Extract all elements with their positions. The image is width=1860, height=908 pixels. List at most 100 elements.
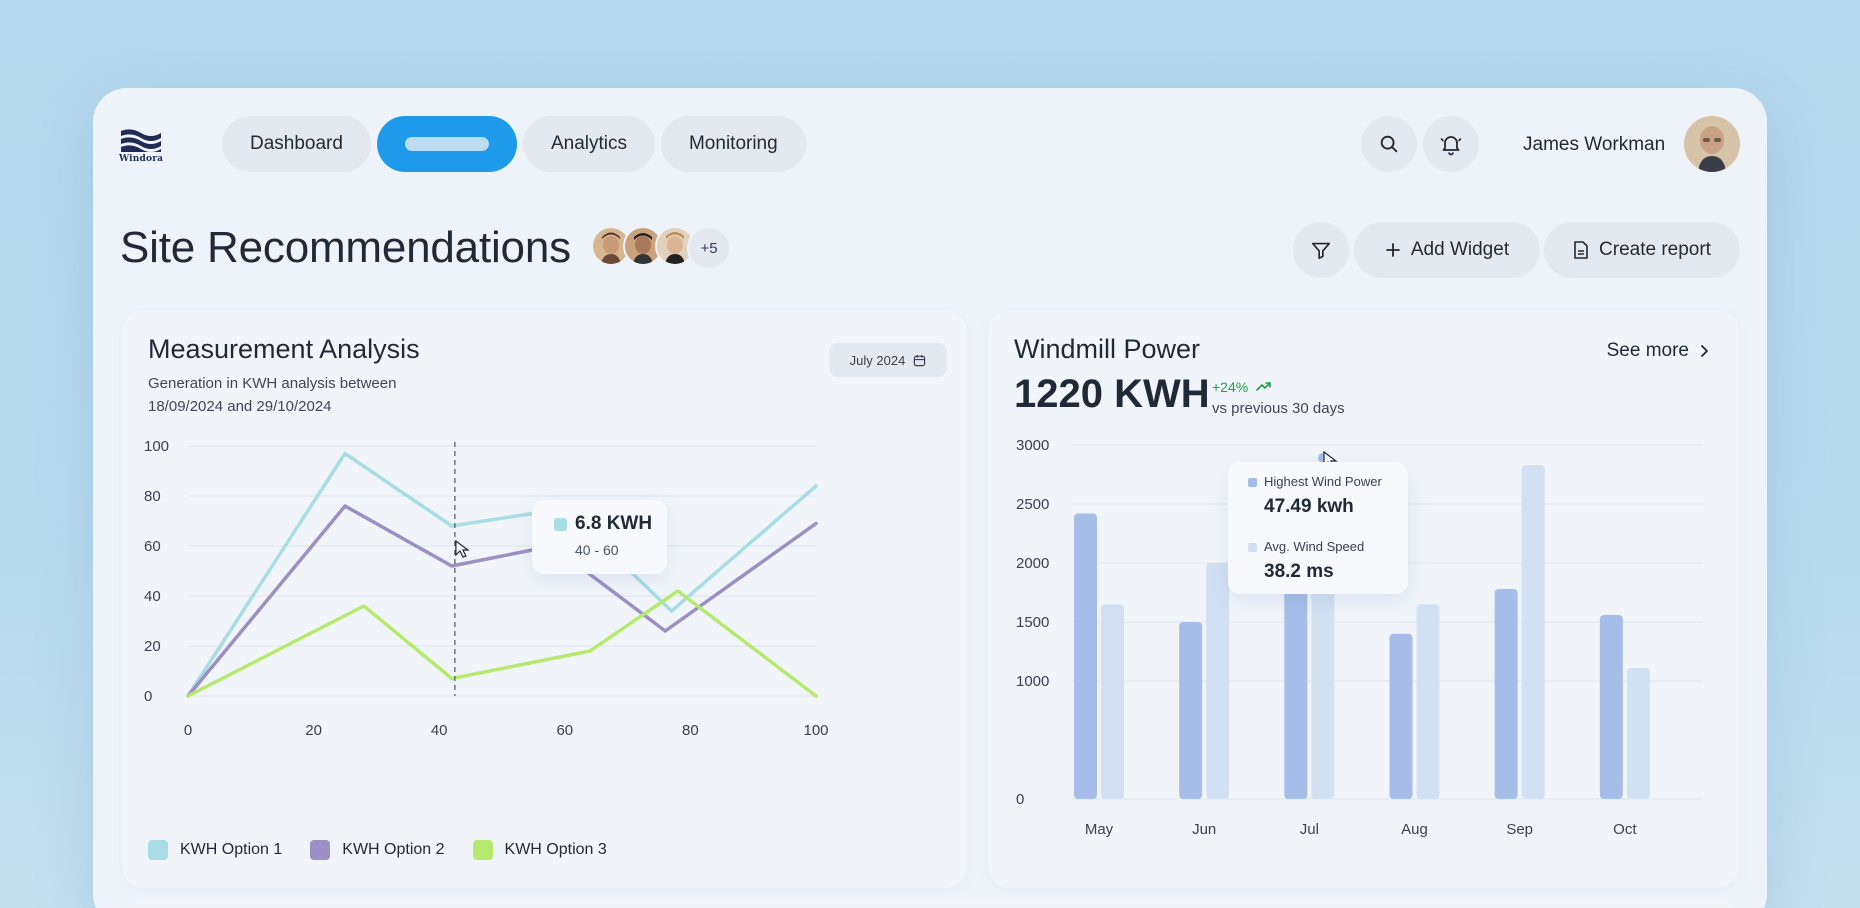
windora-logo xyxy=(121,129,161,152)
x-tick-label: Sep xyxy=(1506,821,1533,838)
bar-avg-wind-speed xyxy=(1626,668,1650,799)
tooltip-label2: Avg. Wind Speed xyxy=(1264,539,1365,554)
dashboard-window: Windora Dashboard Analytics Monitoring J… xyxy=(93,88,1767,908)
bar-avg-wind-speed xyxy=(1101,604,1124,799)
tooltip-value: 6.8 KWH xyxy=(575,513,653,534)
nav-monitoring-label: Monitoring xyxy=(688,133,778,154)
nav-monitoring[interactable]: Monitoring xyxy=(660,116,806,172)
add-widget-label: Add Widget xyxy=(1410,239,1510,260)
x-tick-label: 0 xyxy=(184,722,192,739)
y-tick-label: 0 xyxy=(1016,791,1024,808)
tooltip-range: 40 - 60 xyxy=(575,542,619,558)
plus-icon xyxy=(1385,243,1400,257)
y-tick-label: 100 xyxy=(144,438,169,455)
x-tick-label: 40 xyxy=(431,722,448,739)
legend-swatch xyxy=(310,840,331,860)
see-more-label: See more xyxy=(1606,340,1689,361)
page-title: Site Recommendations xyxy=(120,223,571,272)
bar-chart-tooltip: Highest Wind Power 47.49 kwh Avg. Wind S… xyxy=(1228,462,1408,594)
x-tick-label: 20 xyxy=(305,722,322,739)
measurement-title: Measurement Analysis xyxy=(148,334,420,364)
top-nav: Dashboard Analytics Monitoring xyxy=(222,116,806,172)
tooltip-swatch-dark xyxy=(1248,478,1257,487)
bar-avg-wind-speed xyxy=(1311,563,1335,799)
add-widget-button[interactable]: Add Widget xyxy=(1354,222,1540,278)
nav-active-placeholder xyxy=(404,137,489,151)
legend-item-option3[interactable]: KWH Option 3 xyxy=(472,840,607,860)
user-avatar[interactable] xyxy=(1684,116,1740,172)
legend-label: KWH Option 3 xyxy=(504,841,607,858)
nav-dashboard[interactable]: Dashboard xyxy=(222,116,371,172)
x-tick-label: Oct xyxy=(1613,821,1637,838)
windmill-delta-value: +24% xyxy=(1212,379,1249,395)
next-card-edge xyxy=(122,900,1739,908)
y-tick-label: 3000 xyxy=(1016,437,1049,454)
tooltip-label1: Highest Wind Power xyxy=(1264,474,1382,489)
bar-highest-wind-power xyxy=(1074,513,1097,799)
cursor-icon xyxy=(455,539,470,558)
date-filter[interactable]: July 2024 xyxy=(829,343,947,377)
y-tick-label: 0 xyxy=(144,688,152,705)
bar-highest-wind-power xyxy=(1599,614,1623,799)
legend-item-option1[interactable]: KWH Option 1 xyxy=(148,840,282,860)
y-tick-label: 1500 xyxy=(1016,614,1049,631)
x-tick-label: Aug xyxy=(1401,821,1428,838)
bar-highest-wind-power xyxy=(1179,622,1203,799)
measurement-analysis-card: Measurement Analysis Generation in KWH a… xyxy=(122,310,967,888)
windmill-title: Windmill Power xyxy=(1014,334,1201,364)
tooltip-swatch-light xyxy=(1248,543,1257,552)
more-members-badge[interactable]: +5 xyxy=(687,226,731,270)
legend-label: KWH Option 2 xyxy=(342,841,445,858)
measurement-subtitle-line1: Generation in KWH analysis between xyxy=(148,375,397,392)
measurement-subtitle: Generation in KWH analysis between 18/09… xyxy=(148,372,448,418)
y-tick-label: 2500 xyxy=(1016,496,1049,513)
legend-item-option2[interactable]: KWH Option 2 xyxy=(310,840,445,860)
notifications-button[interactable] xyxy=(1423,116,1479,172)
tooltip-value2: 38.2 ms xyxy=(1264,561,1334,582)
bell-icon xyxy=(1440,136,1462,156)
y-tick-label: 60 xyxy=(144,538,161,555)
windmill-bar-chart[interactable]: 0 1000 1500 2000 2500 3000 May Jun Jul Aug Sep Oct xyxy=(988,410,1739,870)
filter-button[interactable] xyxy=(1293,222,1349,278)
measurement-subtitle-line2: 18/09/2024 and 29/10/2024 xyxy=(148,398,332,415)
bar-highest-wind-power xyxy=(1494,588,1518,799)
legend-label: KWH Option 1 xyxy=(180,841,283,858)
y-tick-label: 20 xyxy=(144,638,161,655)
windmill-delta: +24% xyxy=(1212,379,1272,395)
nav-analytics-label: Analytics xyxy=(550,133,627,154)
bar-highest-wind-power xyxy=(1284,539,1308,799)
legend-swatch xyxy=(472,840,493,860)
series-line-option1 xyxy=(186,451,818,698)
chevron-right-icon xyxy=(1701,345,1708,357)
see-more-link[interactable]: See more xyxy=(1607,340,1709,362)
avatar-photo xyxy=(1684,116,1740,172)
search-button[interactable] xyxy=(1361,116,1417,172)
line-chart-tooltip: 6.8 KWH 40 - 60 xyxy=(532,500,667,574)
x-tick-label: Jun xyxy=(1192,821,1216,838)
team-avatars[interactable]: +5 xyxy=(591,226,731,270)
document-icon xyxy=(1574,241,1588,259)
tooltip-swatch xyxy=(554,518,567,531)
x-tick-label: May xyxy=(1085,821,1114,838)
x-tick-label: 80 xyxy=(682,722,699,739)
nav-dashboard-label: Dashboard xyxy=(250,133,343,154)
create-report-button[interactable]: Create report xyxy=(1544,222,1740,278)
search-icon xyxy=(1380,135,1398,153)
series-line-option2 xyxy=(186,504,818,698)
bar-avg-wind-speed xyxy=(1206,563,1230,799)
nav-analytics[interactable]: Analytics xyxy=(522,116,655,172)
filter-icon xyxy=(1311,242,1331,260)
measurement-line-chart[interactable]: 0 20 40 60 80 100 0 20 40 60 80 100 xyxy=(122,410,967,870)
windmill-comparison: vs previous 30 days xyxy=(1212,400,1345,417)
team-member-avatar xyxy=(655,226,695,266)
bar-avg-wind-speed xyxy=(1416,604,1440,799)
y-tick-label: 1000 xyxy=(1016,673,1049,690)
nav-active-tab[interactable] xyxy=(376,116,517,172)
bar-highest-wind-power xyxy=(1389,633,1413,799)
calendar-icon xyxy=(914,354,926,366)
windmill-power-card: Windmill Power 1220 KWH +24% vs previous… xyxy=(988,310,1739,888)
y-tick-label: 40 xyxy=(144,588,161,605)
date-filter-label: July 2024 xyxy=(849,352,906,368)
logo-text: Windora xyxy=(119,154,164,164)
chart-legend: KWH Option 1 KWH Option 2 KWH Option 3 xyxy=(148,840,607,860)
